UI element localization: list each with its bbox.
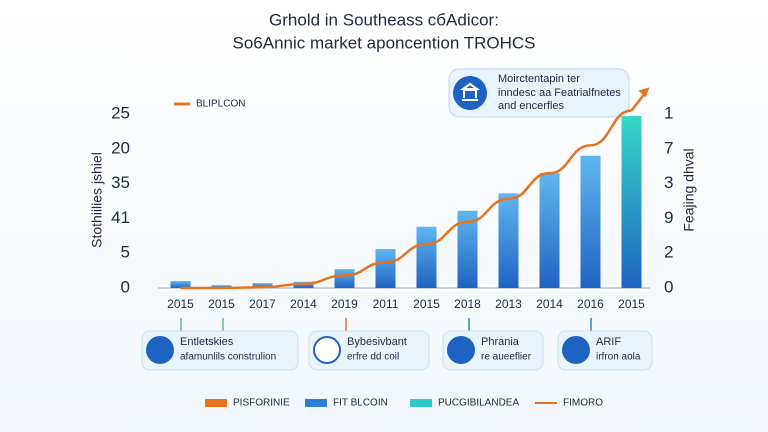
line: [180, 109, 632, 290]
y2-tick-label: 0: [664, 277, 673, 296]
bar: [457, 210, 478, 288]
y2-axis-label: Feajing dhval: [681, 148, 697, 231]
x-tick-label: 2013: [495, 297, 522, 311]
x-tick-label: 2011: [373, 297, 399, 311]
card: [308, 330, 430, 371]
chart-subtitle: So6Annic market aponcention TROHCS: [232, 33, 535, 52]
bar: [375, 249, 396, 288]
bar: [539, 173, 560, 288]
x-tick-label: 2017: [249, 297, 276, 311]
legend-swatch: [205, 399, 227, 407]
card: [141, 330, 299, 371]
x-tick-label: 2015: [167, 297, 194, 311]
callout-line: inndesc aa Featrialfnetes: [498, 87, 621, 99]
x-tick-label: 2014: [290, 297, 317, 311]
card-icon: [562, 336, 590, 364]
x-tick-label: 2015: [413, 297, 440, 311]
x-tick-label: 2018: [454, 297, 481, 311]
connectors: [180, 318, 592, 332]
y2-tick-label: 2: [664, 243, 673, 262]
card-icon: [313, 336, 341, 364]
x-tick-label: 2016: [577, 297, 604, 311]
legend-label: FIMORO: [563, 398, 603, 409]
legend-label: FIT BLCOIN: [333, 398, 388, 409]
bar: [580, 155, 601, 288]
x-tick-label: 2015: [208, 297, 235, 311]
y-tick-label: 25: [111, 103, 130, 122]
card-title: Entletskies: [180, 336, 234, 348]
callout-line: Moirctentapin ter: [498, 73, 580, 85]
card-title: Phrania: [481, 336, 520, 348]
y2-tick-label: 3: [664, 173, 673, 192]
legend-label: BLIPLCON: [196, 99, 245, 110]
card-text: afamunlils construlion: [180, 352, 276, 363]
card-text: re aueeflier: [481, 352, 532, 363]
legend-swatch: [410, 399, 432, 407]
bar: [211, 285, 232, 288]
bar: [334, 269, 355, 288]
y-tick-label: 0: [121, 277, 130, 296]
callout-box: [448, 68, 630, 118]
legend-label: PISFORINIE: [233, 398, 290, 409]
y-tick-label: 5: [121, 243, 130, 262]
bar: [498, 193, 519, 288]
legend-swatch: [305, 399, 327, 407]
y2-tick-label: 9: [664, 208, 673, 227]
arrow-tail: [630, 91, 647, 112]
x-tick-label: 2019: [331, 297, 358, 311]
bar: [252, 283, 273, 288]
callout-line: and encerfles: [498, 100, 565, 112]
y-tick-label: 35: [111, 173, 130, 192]
x-tick-label: 2015: [618, 297, 645, 311]
card-title: Bybesivbant: [347, 336, 407, 348]
bar: [416, 226, 437, 288]
bar: [170, 281, 191, 288]
y2-tick-label: 1: [664, 103, 673, 122]
legend-label: PUCGIBILANDEA: [438, 398, 519, 409]
chart-title: Grhold in Southeass cбAdicor:: [269, 10, 499, 29]
y-tick-label: 41: [111, 208, 130, 227]
card-icon: [146, 336, 174, 364]
icon-glyph: [459, 82, 481, 101]
y-tick-label: 20: [111, 138, 130, 157]
card-text: irfron aola: [596, 352, 641, 363]
card-icon: [447, 336, 475, 364]
card-text: erfre dd coil: [347, 352, 399, 363]
y-axis-label: Stothiilies jshiel: [89, 152, 105, 248]
callout-icon: [453, 76, 487, 110]
bar: [621, 116, 642, 288]
y2-tick-label: 7: [664, 138, 673, 157]
card-title: ARIF: [596, 336, 621, 348]
x-tick-label: 2014: [536, 297, 563, 311]
callout: Moirctentapin ter inndesc aa Featrialfne…: [448, 68, 630, 118]
